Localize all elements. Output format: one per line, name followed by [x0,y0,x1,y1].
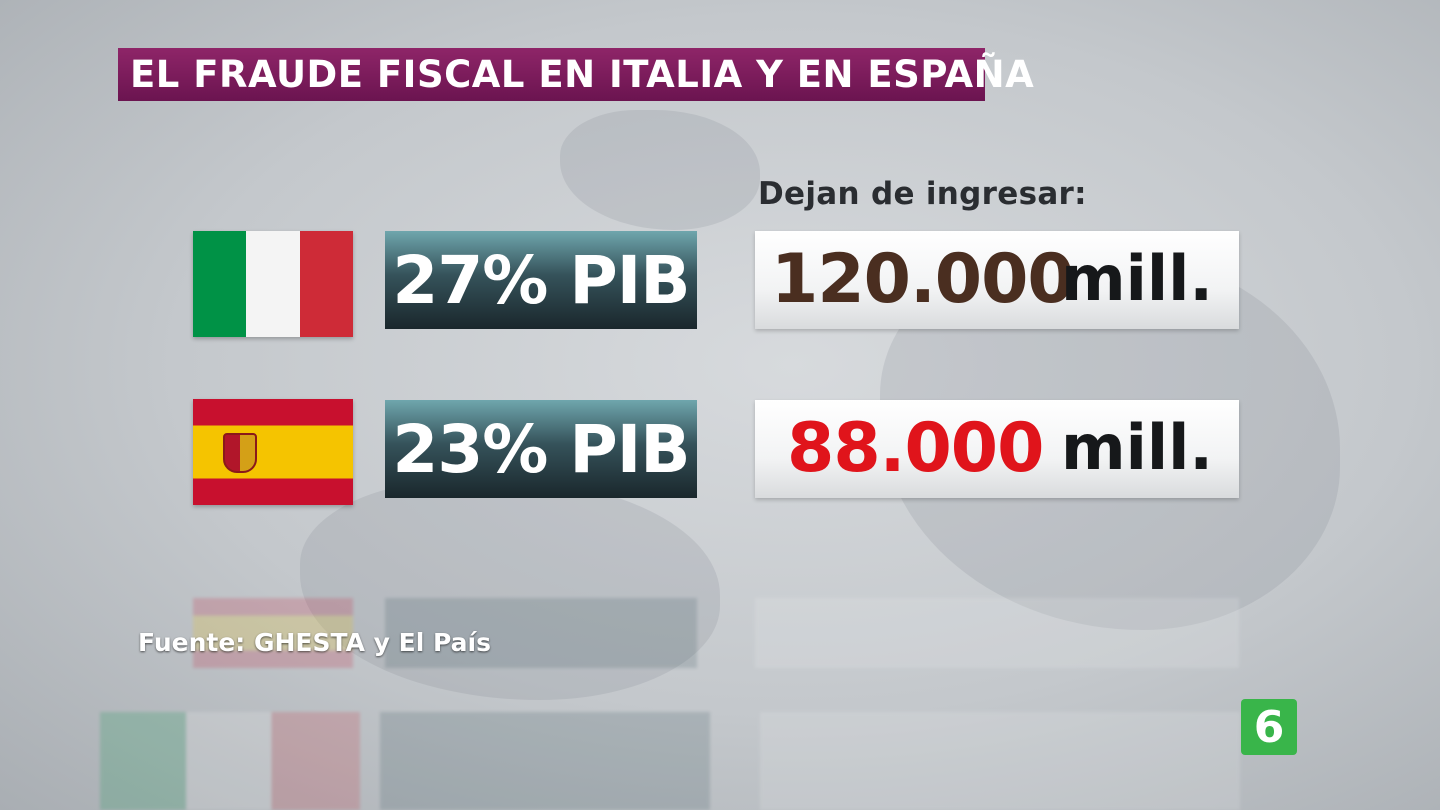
reflection [100,712,1240,810]
column-header: Dejan de ingresar: [758,176,1087,212]
amount-box-italy: 120.000 mill. [755,231,1239,329]
title-bar: EL FRAUDE FISCAL EN ITALIA Y EN ESPAÑA [118,48,1034,101]
page-title: EL FRAUDE FISCAL EN ITALIA Y EN ESPAÑA [130,53,1035,96]
source-credit: Fuente: GHESTA y El País [138,628,492,657]
channel-logo: 6 [1241,699,1297,755]
amount-value: 120.000 [771,240,1075,319]
amount-unit: mill. [1061,242,1213,315]
percent-box-italy: 27% PIB [385,231,697,329]
amount-box-spain: 88.000 mill. [755,400,1239,498]
amount-value: 88.000 [787,409,1044,488]
percent-value: 27% PIB [392,241,690,319]
spain-flag [193,399,353,505]
coat-of-arms-icon [223,433,257,473]
amount-unit: mill. [1061,411,1213,484]
percent-value: 23% PIB [392,410,690,488]
percent-box-spain: 23% PIB [385,400,697,498]
background-map [560,110,760,230]
logo-text: 6 [1253,701,1285,753]
background-map [300,480,720,700]
italy-flag [193,231,353,337]
